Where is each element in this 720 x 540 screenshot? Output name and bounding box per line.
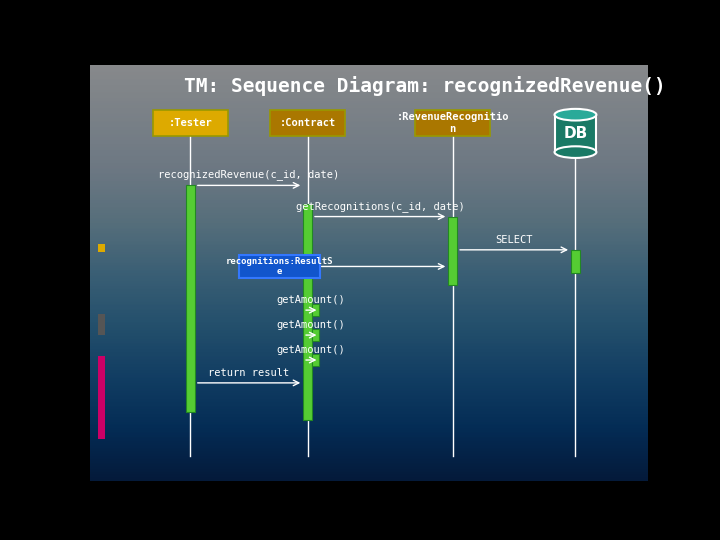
- FancyBboxPatch shape: [153, 110, 228, 136]
- FancyBboxPatch shape: [571, 250, 580, 273]
- Text: getAmount(): getAmount(): [277, 320, 346, 330]
- Text: TM: Sequence Diagram: recognizedRevenue(): TM: Sequence Diagram: recognizedRevenue(…: [184, 76, 666, 96]
- Text: DB: DB: [563, 126, 588, 141]
- Text: recognitions:ResultS
e: recognitions:ResultS e: [226, 256, 333, 276]
- Text: getRecognitions(c_id, date): getRecognitions(c_id, date): [296, 201, 464, 212]
- FancyBboxPatch shape: [554, 114, 596, 152]
- FancyBboxPatch shape: [312, 354, 320, 366]
- FancyBboxPatch shape: [415, 110, 490, 136]
- FancyBboxPatch shape: [99, 356, 105, 439]
- Text: getAmount(): getAmount(): [277, 345, 346, 355]
- Text: :Tester: :Tester: [168, 118, 212, 128]
- FancyBboxPatch shape: [270, 110, 345, 136]
- FancyBboxPatch shape: [449, 217, 457, 285]
- FancyBboxPatch shape: [312, 304, 320, 316]
- FancyBboxPatch shape: [99, 314, 105, 335]
- Text: return result: return result: [208, 368, 289, 378]
- FancyBboxPatch shape: [312, 329, 320, 341]
- FancyBboxPatch shape: [239, 255, 320, 278]
- Text: :RevenueRecognitio
n: :RevenueRecognitio n: [397, 112, 509, 134]
- Ellipse shape: [554, 109, 596, 120]
- Text: :Contract: :Contract: [279, 118, 336, 128]
- Text: recognizedRevenue(c_id, date): recognizedRevenue(c_id, date): [158, 170, 340, 180]
- Ellipse shape: [554, 146, 596, 158]
- Text: getAmount(): getAmount(): [277, 295, 346, 305]
- FancyBboxPatch shape: [186, 185, 195, 412]
- FancyBboxPatch shape: [99, 244, 105, 252]
- FancyBboxPatch shape: [303, 204, 312, 420]
- Text: SELECT: SELECT: [495, 235, 533, 245]
